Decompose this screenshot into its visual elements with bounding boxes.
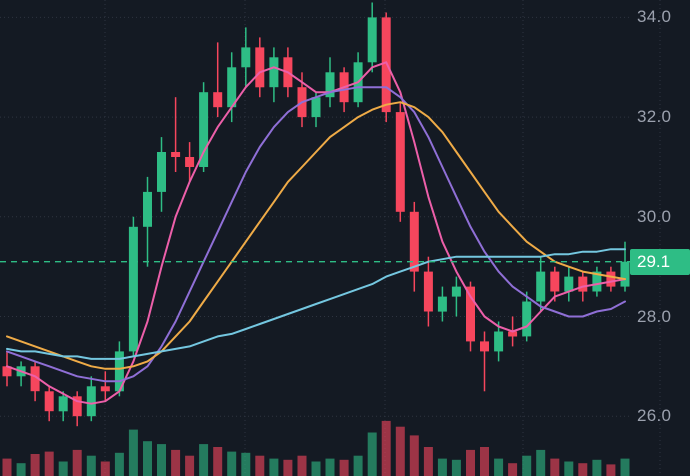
candle xyxy=(86,376,96,422)
candle xyxy=(185,142,195,182)
volume-bar xyxy=(395,426,405,476)
volume-bar xyxy=(2,458,12,476)
candle xyxy=(100,371,110,402)
volume-layer xyxy=(2,420,630,476)
candle xyxy=(16,361,26,387)
volume-bar xyxy=(451,459,461,476)
candle xyxy=(143,176,152,267)
volume-bar xyxy=(199,444,209,476)
ma-long-cyan-line xyxy=(6,248,626,360)
candle xyxy=(606,266,616,292)
volume-bar xyxy=(157,444,166,476)
volume-bar xyxy=(606,464,616,476)
candle xyxy=(395,102,405,222)
volume-bar xyxy=(100,461,110,476)
volume-bar xyxy=(171,449,181,476)
candle xyxy=(592,266,602,297)
volume-bar xyxy=(494,458,504,476)
candle xyxy=(423,256,433,327)
candle xyxy=(199,82,209,172)
volume-bar xyxy=(44,451,54,476)
volume-bar xyxy=(269,458,279,476)
candle xyxy=(367,2,377,73)
ma-fast-pink-line xyxy=(6,61,626,405)
volume-bar xyxy=(213,447,223,476)
candle xyxy=(2,351,12,387)
candle xyxy=(241,27,251,88)
volume-bar xyxy=(423,447,433,476)
volume-bar xyxy=(550,458,560,476)
volume-bar xyxy=(241,452,251,476)
candles-layer xyxy=(2,2,630,427)
volume-bar xyxy=(16,463,26,476)
candle xyxy=(255,37,265,98)
volume-bar xyxy=(480,447,489,476)
candle xyxy=(536,256,546,312)
volume-bar xyxy=(578,463,588,476)
candle xyxy=(564,266,574,302)
volume-bar xyxy=(255,455,265,476)
volume-bar xyxy=(339,459,349,476)
volume-bar xyxy=(592,459,602,476)
candle xyxy=(227,52,237,123)
volume-bar xyxy=(522,455,532,476)
volume-bar xyxy=(297,455,307,476)
candle xyxy=(128,216,138,357)
candle xyxy=(451,276,461,317)
volume-bar xyxy=(353,455,363,476)
candle xyxy=(494,321,504,362)
volume-bar xyxy=(128,429,138,476)
volume-bar xyxy=(409,435,419,476)
volume-bar xyxy=(381,420,391,476)
volume-bar xyxy=(86,455,96,476)
volume-bar xyxy=(227,451,237,476)
candle xyxy=(30,361,40,402)
ma-slow-orange-line xyxy=(6,101,626,370)
volume-bar xyxy=(536,449,546,476)
volume-bar xyxy=(325,458,335,476)
candle xyxy=(44,386,54,422)
volume-bar xyxy=(30,454,40,476)
volume-bar xyxy=(466,449,475,476)
candle xyxy=(269,47,279,103)
volume-bar xyxy=(367,432,377,476)
candle xyxy=(522,291,532,342)
volume-bar xyxy=(508,463,518,476)
volume-bar xyxy=(564,461,574,476)
volume-bar xyxy=(437,458,447,476)
volume-bar xyxy=(114,452,124,476)
candle xyxy=(437,286,447,322)
candle xyxy=(213,42,223,118)
candle xyxy=(157,137,166,212)
volume-bar xyxy=(283,459,293,476)
candle xyxy=(325,57,335,108)
candle xyxy=(171,97,181,172)
candle xyxy=(72,391,82,427)
volume-bar xyxy=(311,461,321,476)
volume-bar xyxy=(58,461,68,476)
candle xyxy=(480,331,489,392)
volume-bar xyxy=(620,458,630,476)
candle xyxy=(466,281,475,352)
ma-mid-purple-line xyxy=(6,86,626,383)
candle xyxy=(409,201,419,292)
candle xyxy=(58,391,68,422)
volume-bar xyxy=(185,455,195,476)
volume-bar xyxy=(143,441,152,476)
volume-bar xyxy=(72,449,82,476)
